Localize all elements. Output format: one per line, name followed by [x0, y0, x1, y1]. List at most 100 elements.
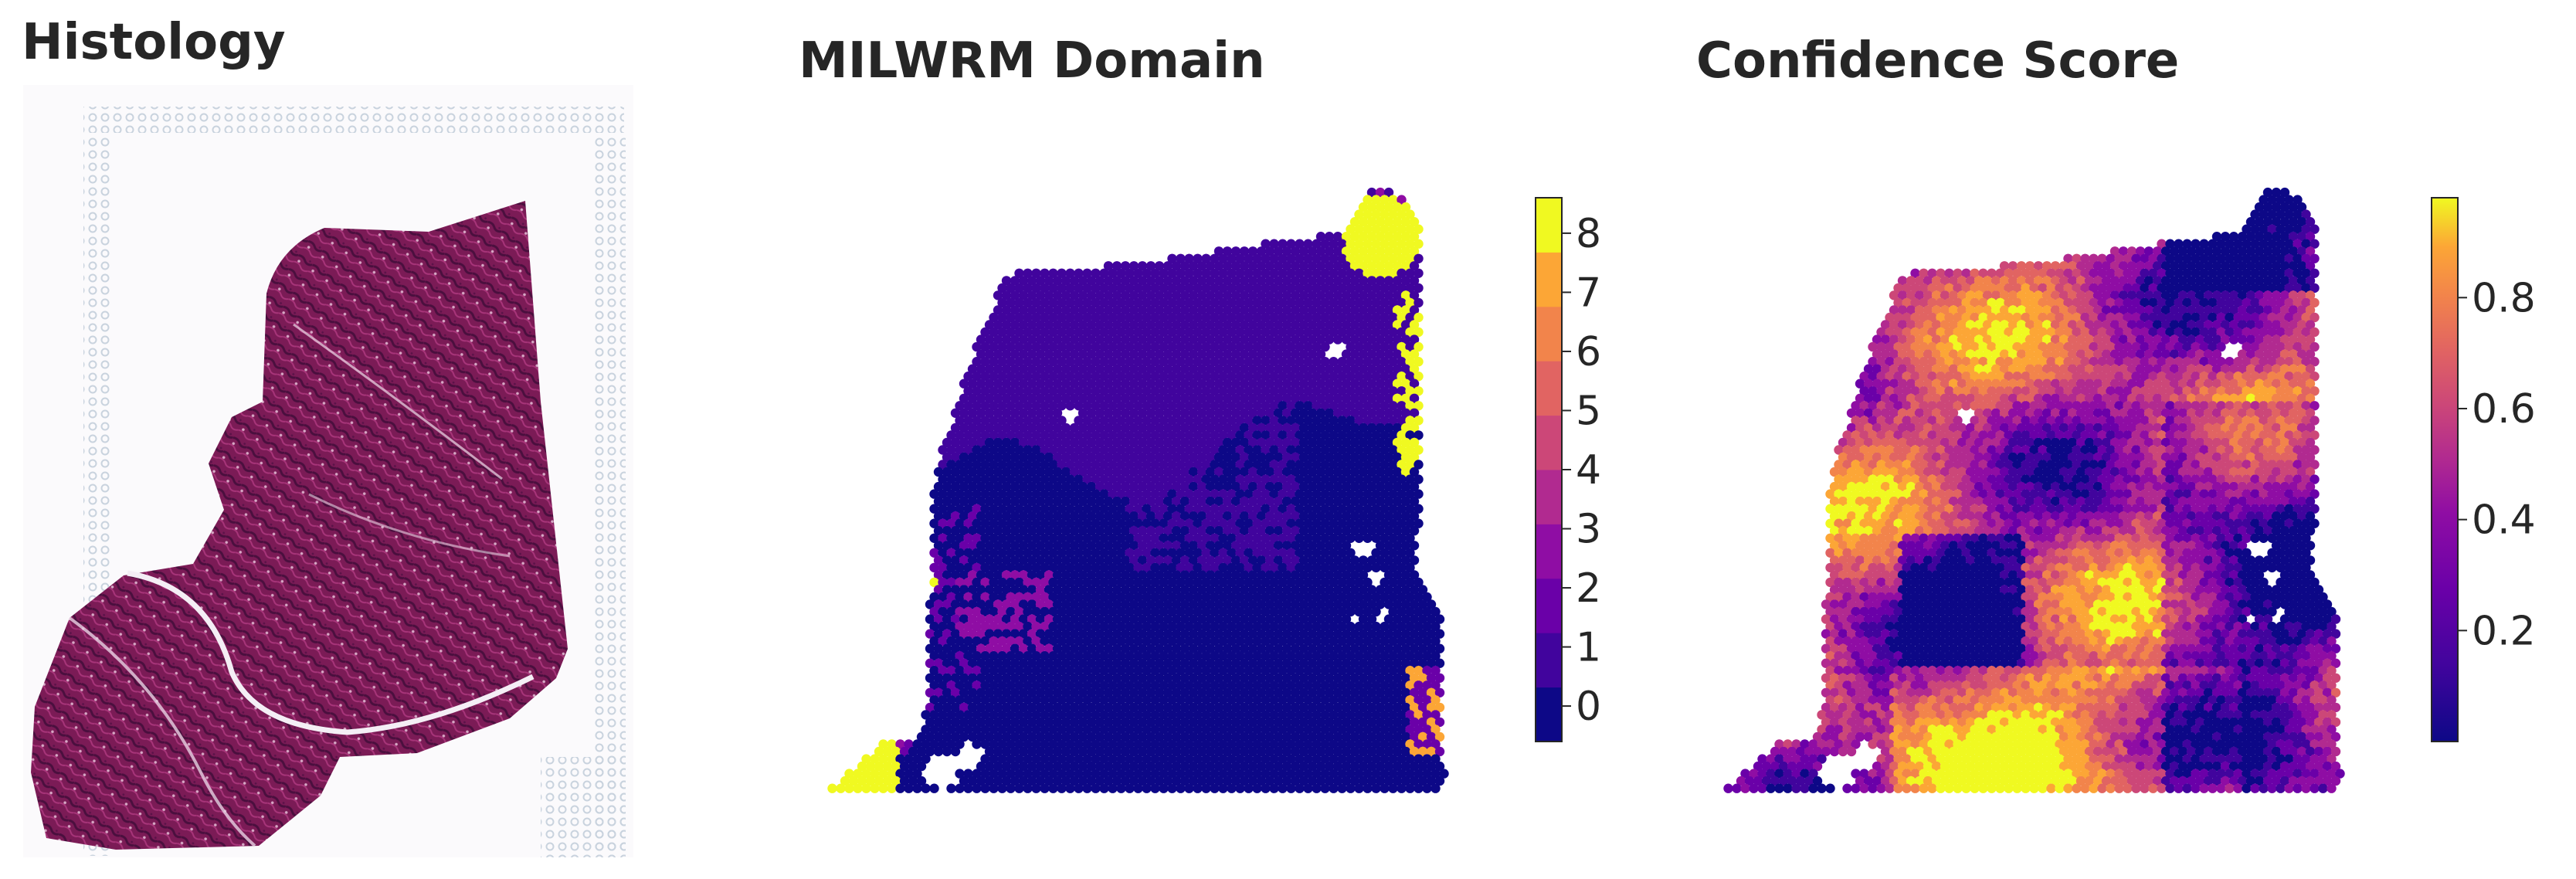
spot — [1426, 599, 1437, 609]
spot — [1167, 548, 1177, 558]
spot — [1358, 629, 1369, 639]
spot — [1018, 629, 1029, 639]
spot — [2016, 320, 2027, 330]
spot — [1953, 297, 1963, 308]
spot — [2067, 261, 2078, 271]
spot — [1044, 408, 1054, 418]
spot — [1936, 327, 1946, 338]
spot — [2293, 268, 2303, 278]
spot — [1014, 341, 1024, 352]
spot — [1235, 474, 1245, 484]
spot — [1010, 555, 1020, 565]
spot — [967, 526, 978, 536]
spot — [1375, 467, 1386, 477]
spot — [1120, 408, 1131, 418]
spot — [1320, 710, 1330, 720]
spot — [1086, 496, 1097, 507]
spot — [1422, 651, 1432, 661]
spot — [1069, 364, 1080, 374]
spot — [1278, 401, 1288, 411]
spot — [844, 769, 854, 779]
spot — [1023, 577, 1033, 588]
spot — [1145, 349, 1156, 359]
spot — [946, 666, 956, 676]
spot — [1027, 290, 1037, 300]
spot — [1061, 290, 1071, 300]
spot — [1196, 555, 1207, 565]
spot — [1069, 761, 1080, 772]
spot — [1052, 349, 1063, 359]
spot — [1061, 437, 1071, 448]
spot — [963, 606, 973, 617]
spot — [2058, 276, 2069, 286]
spot — [1312, 769, 1322, 779]
spot — [946, 474, 956, 484]
spot — [1179, 481, 1190, 492]
spot — [1303, 489, 1313, 499]
spot — [1363, 341, 1373, 352]
spot — [1999, 290, 2010, 300]
spot — [1380, 680, 1390, 691]
spot — [1035, 746, 1046, 757]
spot — [1247, 585, 1258, 595]
spot — [2118, 246, 2129, 256]
spot — [1281, 437, 1292, 448]
spot — [1150, 312, 1160, 323]
spot — [1227, 460, 1237, 470]
spot — [1388, 312, 1398, 323]
spot — [1082, 312, 1092, 323]
spot — [1358, 643, 1369, 653]
spot — [1099, 710, 1109, 720]
spot — [929, 489, 939, 499]
spot — [1371, 533, 1381, 543]
spot — [1965, 290, 1976, 300]
spot — [1893, 341, 1903, 352]
spot — [1227, 695, 1237, 705]
spot — [1303, 710, 1313, 720]
spot — [1244, 680, 1254, 691]
spot — [1176, 401, 1186, 411]
spot — [1150, 533, 1160, 543]
spot — [1392, 261, 1403, 271]
spot — [1303, 754, 1313, 764]
spot — [942, 629, 952, 639]
spot — [1409, 717, 1420, 728]
spot — [963, 430, 973, 440]
spot — [1366, 217, 1377, 227]
spot — [1171, 658, 1182, 668]
spot — [2118, 320, 2129, 330]
spot — [1116, 754, 1126, 764]
spot — [1210, 327, 1220, 338]
spot — [1086, 334, 1097, 344]
spot — [1366, 452, 1377, 463]
spot — [1108, 489, 1118, 499]
spot — [1426, 658, 1437, 668]
spot — [1150, 577, 1160, 588]
spot — [1405, 474, 1415, 484]
spot — [1298, 290, 1309, 300]
spot — [1171, 629, 1182, 639]
spot — [1218, 386, 1228, 396]
spot — [1154, 437, 1165, 448]
spot — [1218, 357, 1228, 367]
spot — [1218, 739, 1228, 749]
spot — [1001, 467, 1012, 477]
spot — [1014, 754, 1024, 764]
spot — [1897, 320, 1908, 330]
spot — [1082, 268, 1092, 278]
spot — [1159, 357, 1169, 367]
spot — [1159, 606, 1169, 617]
spot — [1142, 783, 1152, 793]
spot — [1193, 445, 1203, 455]
spot — [1414, 224, 1424, 234]
spot — [1120, 334, 1131, 344]
spot — [1295, 695, 1305, 705]
spot — [2250, 224, 2260, 234]
spot — [959, 496, 969, 507]
spot — [1120, 261, 1131, 271]
spot — [2157, 283, 2167, 294]
spot — [1337, 416, 1347, 426]
spot — [1218, 769, 1228, 779]
spot — [955, 666, 965, 676]
spot — [1154, 570, 1165, 580]
